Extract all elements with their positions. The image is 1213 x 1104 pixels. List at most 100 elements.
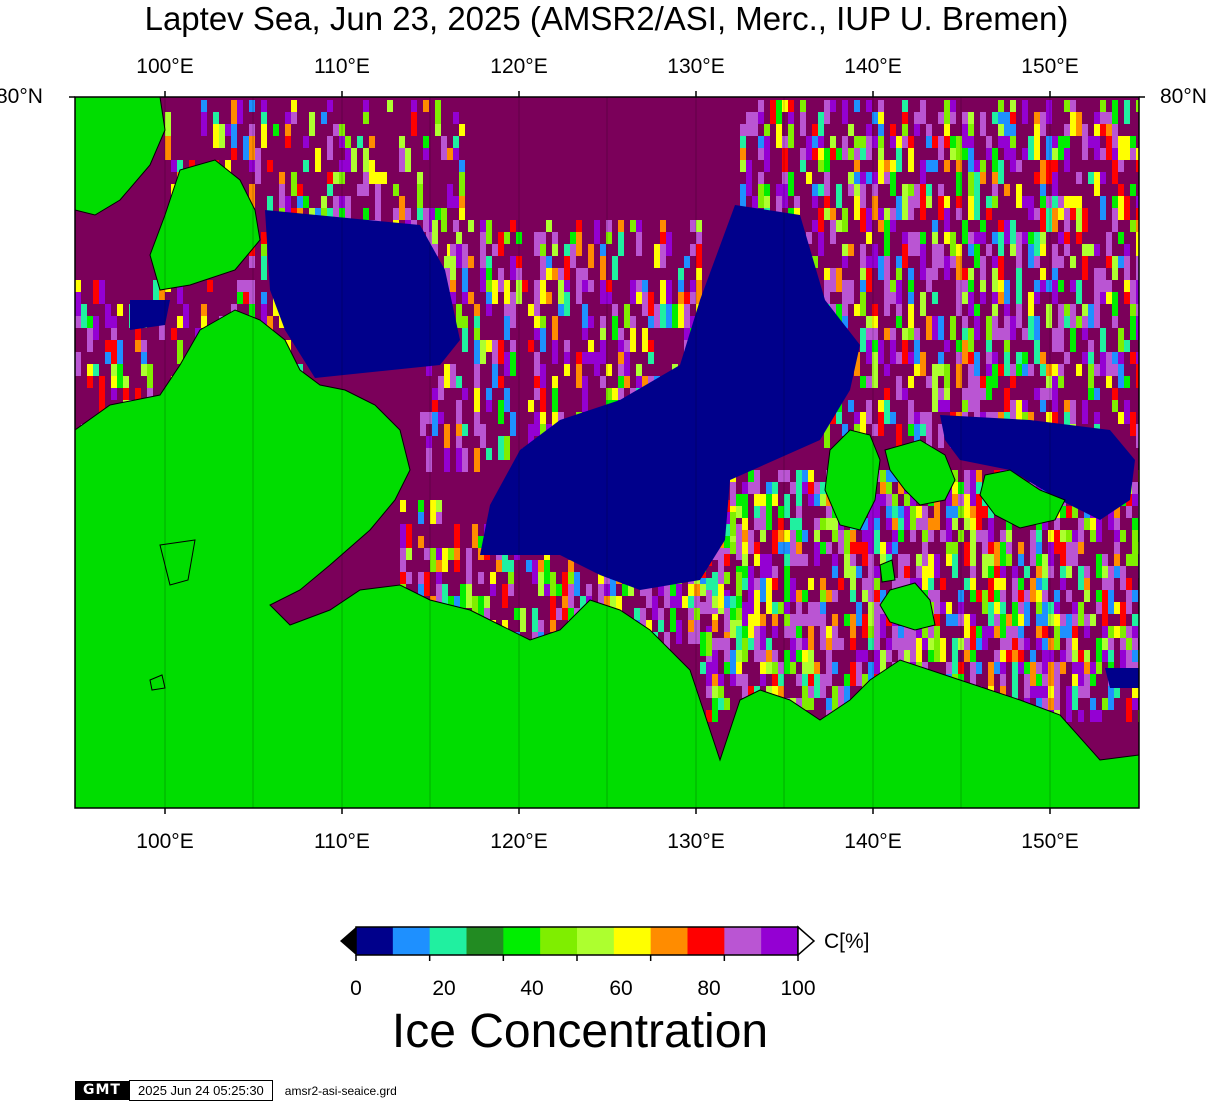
ice-cell — [800, 160, 806, 172]
ice-cell — [968, 232, 974, 244]
colorbar-over-arrow — [797, 925, 816, 957]
ice-cell — [1070, 304, 1076, 328]
ice-cell — [1060, 662, 1066, 674]
ice-cell — [778, 686, 784, 698]
ice-cell — [970, 662, 976, 686]
ice-cell — [956, 208, 962, 220]
ice-cell — [868, 578, 874, 590]
ice-cell — [866, 100, 872, 112]
ice-cell — [790, 614, 796, 638]
ice-cell — [474, 316, 480, 328]
ice-cell — [504, 388, 510, 412]
ice-cell — [1028, 136, 1034, 160]
ice-cell — [345, 196, 351, 220]
ice-cell — [754, 554, 760, 566]
ice-cell — [836, 220, 842, 232]
ice-cell — [946, 602, 952, 614]
ice-cell — [357, 184, 363, 196]
ice-cell — [830, 268, 836, 292]
ice-cell — [576, 220, 582, 232]
ice-cell — [243, 292, 249, 304]
ice-cell — [486, 400, 492, 412]
ice-cell — [504, 232, 510, 244]
ice-cell — [454, 548, 460, 560]
ice-cell — [1112, 100, 1118, 124]
ice-cell — [1118, 256, 1124, 268]
colorbar-swatch — [503, 927, 541, 955]
ice-cell — [944, 124, 950, 136]
ice-cell — [1022, 100, 1028, 112]
ice-cell — [908, 352, 914, 364]
ice-cell — [772, 674, 778, 686]
ice-cell — [504, 448, 510, 460]
ice-cell — [534, 280, 540, 304]
ice-cell — [980, 292, 986, 304]
ice-cell — [832, 554, 838, 566]
ice-cell — [940, 638, 946, 662]
ice-cell — [872, 316, 878, 328]
colorbar — [340, 925, 816, 961]
ice-cell — [736, 626, 742, 650]
ice-cell — [1124, 136, 1130, 160]
ice-cell — [1048, 662, 1054, 686]
ice-cell — [872, 424, 878, 436]
ice-cell — [1096, 710, 1102, 722]
ice-cell — [1090, 530, 1096, 542]
ice-cell — [492, 364, 498, 388]
ice-cell — [854, 172, 860, 184]
ice-cell — [1064, 244, 1070, 256]
ice-cell — [1046, 160, 1052, 184]
ice-cell — [1022, 112, 1028, 124]
ice-cell — [630, 280, 636, 304]
ice-cell — [830, 208, 836, 220]
ice-cell — [1088, 364, 1094, 388]
ice-cell — [892, 494, 898, 506]
ice-cell — [970, 470, 976, 494]
ice-cell — [926, 280, 932, 292]
ice-cell — [400, 500, 406, 512]
ice-cell — [904, 626, 910, 650]
ice-cell — [806, 232, 812, 244]
ice-cell — [670, 608, 676, 632]
ice-cell — [730, 650, 736, 674]
ice-cell — [968, 244, 974, 256]
ice-cell — [1058, 136, 1064, 160]
ice-cell — [1094, 244, 1100, 256]
lon-label-bottom: 110°E — [314, 830, 370, 853]
ice-cell — [1042, 650, 1048, 674]
ice-cell — [818, 160, 824, 172]
ice-cell — [968, 400, 974, 412]
ice-cell — [474, 304, 480, 316]
ice-cell — [411, 100, 417, 112]
ice-cell — [884, 268, 890, 292]
ice-cell — [824, 148, 830, 172]
ice-cell — [447, 184, 453, 208]
ice-cell — [165, 136, 171, 160]
ice-cell — [1004, 340, 1010, 352]
ice-cell — [574, 572, 580, 596]
ice-cell — [666, 280, 672, 304]
ice-cell — [459, 172, 465, 196]
ice-cell — [878, 148, 884, 160]
ice-cell — [712, 620, 718, 632]
ice-cell — [992, 256, 998, 268]
ice-cell — [504, 352, 510, 376]
ice-cell — [932, 292, 938, 304]
ice-cell — [670, 596, 676, 608]
ice-cell — [926, 196, 932, 208]
ice-cell — [1006, 650, 1012, 662]
ice-cell — [826, 638, 832, 650]
ice-cell — [950, 112, 956, 124]
ice-cell — [660, 244, 666, 268]
ice-cell — [1052, 328, 1058, 340]
ice-cell — [808, 650, 814, 662]
ice-cell — [255, 148, 261, 160]
ice-cell — [658, 620, 664, 632]
ice-cell — [570, 244, 576, 268]
ice-cell — [177, 340, 183, 364]
ice-cell — [928, 638, 934, 650]
ice-cell — [1022, 364, 1028, 376]
ice-cell — [1034, 148, 1040, 160]
ice-cell — [944, 136, 950, 148]
ice-cell — [1136, 424, 1139, 448]
